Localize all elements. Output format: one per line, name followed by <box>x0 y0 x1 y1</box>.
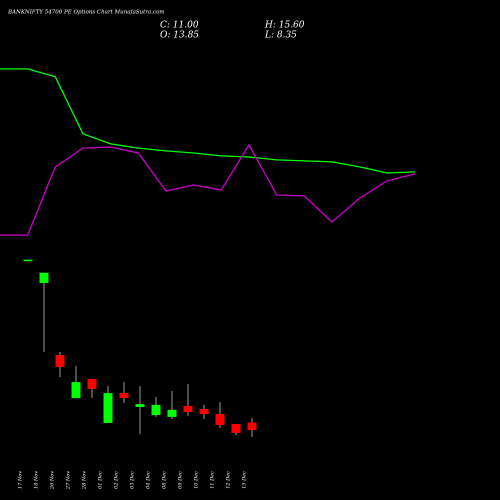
candle-body <box>151 404 161 416</box>
indicator-line <box>0 143 416 236</box>
candle-body <box>23 259 33 262</box>
x-tick-label: 18 Nov <box>34 471 40 489</box>
x-tick-label: 27 Nov <box>66 471 72 490</box>
candle-body <box>39 272 49 284</box>
candle-body <box>183 405 193 412</box>
x-tick-label: 12 Dec <box>226 471 232 489</box>
candle-body <box>119 393 129 399</box>
x-tick-label: 09 Dec <box>178 471 184 489</box>
open-label: O: 13.85 <box>160 31 199 41</box>
candle-body <box>215 414 225 426</box>
x-tick-label: 15 Dec <box>242 471 248 489</box>
x-tick-label: 11 Dec <box>210 471 216 489</box>
x-tick-label: 08 Dec <box>162 471 168 489</box>
candle-body <box>103 393 113 423</box>
candle-body <box>231 424 241 433</box>
x-tick-label: 10 Dec <box>194 471 200 489</box>
x-tick-label: 26 Nov <box>50 471 56 490</box>
x-tick-label: 01 Dec <box>98 471 104 489</box>
x-tick-label: 02 Dec <box>114 471 120 489</box>
x-tick-label: 04 Dec <box>146 471 152 489</box>
high-label: H: 15.60 <box>264 21 305 31</box>
x-tick-label: 28 Nov <box>82 471 88 490</box>
chart-title: BANKNIFTY 54700 PE Options Chart MunafaS… <box>7 10 165 16</box>
low-label: L: 8.35 <box>264 31 297 41</box>
candle-body <box>71 382 81 399</box>
candle-body <box>87 378 97 389</box>
candle-body <box>167 409 177 417</box>
x-tick-label: 17 Nov <box>18 471 24 489</box>
candle-body <box>55 355 65 367</box>
close-label: C: 11.00 <box>160 21 199 31</box>
candle-body <box>135 404 145 407</box>
indicator-line <box>0 68 416 174</box>
candle-body <box>199 409 209 415</box>
candle-body <box>247 422 257 431</box>
x-tick-label: 03 Dec <box>130 471 136 489</box>
